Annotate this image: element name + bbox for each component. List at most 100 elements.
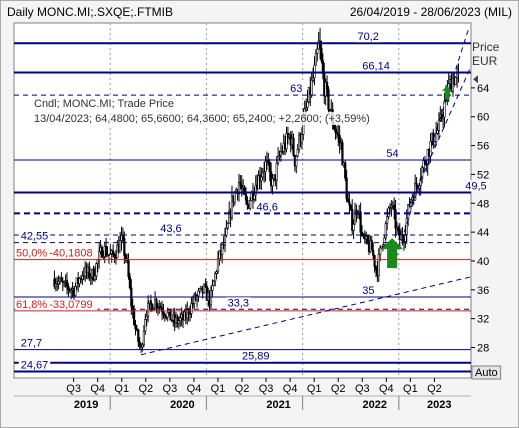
legend-line-2: 13/04/2023; 64,4800; 65,6600; 64,3600; 6… [34,113,370,125]
quarter-label: Q2 [138,383,153,395]
quarter-label: Q4 [187,383,202,395]
candle-body [57,281,60,284]
candle-body [429,141,432,157]
candle-body [435,132,438,142]
candle-body [138,341,141,347]
candle-body [67,285,70,290]
candle-body [320,47,323,61]
candle-body [351,208,354,231]
candle-body [81,275,84,280]
candle-body [421,167,424,179]
candle-body [384,223,387,239]
level-label-bg [18,359,51,371]
fib-value-label: -40,1808 [49,248,92,260]
level-label: 35 [362,285,374,297]
candle-body [155,299,158,308]
trend-line[interactable] [140,276,472,356]
candle-body [98,251,101,261]
candle-body [443,101,446,118]
candle-body [353,210,357,225]
candle-body [257,174,260,190]
candle-body [225,228,228,236]
candle-body [124,255,127,260]
candle-body [397,226,400,232]
candle-body [335,131,338,134]
candle-body [432,132,435,146]
year-label: 2019 [74,399,98,411]
candle-body [92,269,95,281]
candle-body [96,259,99,264]
candle-body [128,276,132,289]
candle-body [188,313,192,315]
candle-body [415,183,418,187]
candle-body [212,280,215,286]
candle-body [260,176,263,182]
candle-body [348,201,351,206]
candle-body [304,107,308,110]
candle-body [296,149,299,157]
trend-line[interactable] [395,30,469,259]
fib-percent-label: 50,0% [16,248,47,260]
candle-body [202,284,206,293]
candle-body [271,178,274,187]
candle-body [197,290,200,297]
candle-body [275,162,278,181]
candle-body [268,162,271,172]
candle-body [261,172,264,178]
level-label: 43,6 [160,223,181,235]
level-label: 42,55 [21,231,49,243]
candle-body [95,263,98,277]
level-label-bg [18,337,45,349]
candle-body [278,155,281,158]
level-label-bg [463,180,489,192]
candle-body [195,295,199,300]
candle-body [292,137,295,156]
quarter-label: Q1 [403,383,418,395]
level-label-bg [360,285,377,297]
candle-body [163,314,166,317]
y-tick-label: 44 [477,227,489,239]
candle-body [344,162,347,179]
candle-body [377,254,380,276]
candle-body [107,254,111,256]
candle-body [394,209,397,229]
candle-body [177,320,180,324]
candle-body [123,238,126,256]
level-label-bg [288,83,305,95]
candle-body [388,207,392,209]
candle-body [214,273,217,282]
candle-body [442,116,445,120]
candle-body [239,182,242,186]
candle-body [366,235,369,244]
candle-body [318,40,322,49]
candle-body [223,235,227,246]
candle-body [249,200,252,209]
level-label-bg [384,148,401,160]
candle-body [109,253,112,255]
candle-body [349,204,352,210]
candle-body [374,266,378,270]
candle-body [145,316,148,320]
candle-body [381,244,385,247]
candle-body [246,199,249,206]
candle-body [127,259,130,277]
candle-body [133,310,136,325]
candle-body [387,207,390,217]
candle-body [144,319,147,332]
auto-scale-button[interactable]: Auto [471,365,502,380]
up-arrow-icon [381,238,404,269]
y-tick-label: 36 [477,285,489,297]
candle-body [218,250,221,260]
last-price-marker-icon [473,75,478,84]
candle-body [78,278,81,284]
candle-body [134,324,137,330]
candle-body [306,101,309,108]
candle-body [89,276,92,279]
candle-body [300,134,303,143]
candle-body [88,266,91,279]
year-label: 2020 [170,399,194,411]
candle-body [267,160,270,163]
candle-body [216,258,220,273]
